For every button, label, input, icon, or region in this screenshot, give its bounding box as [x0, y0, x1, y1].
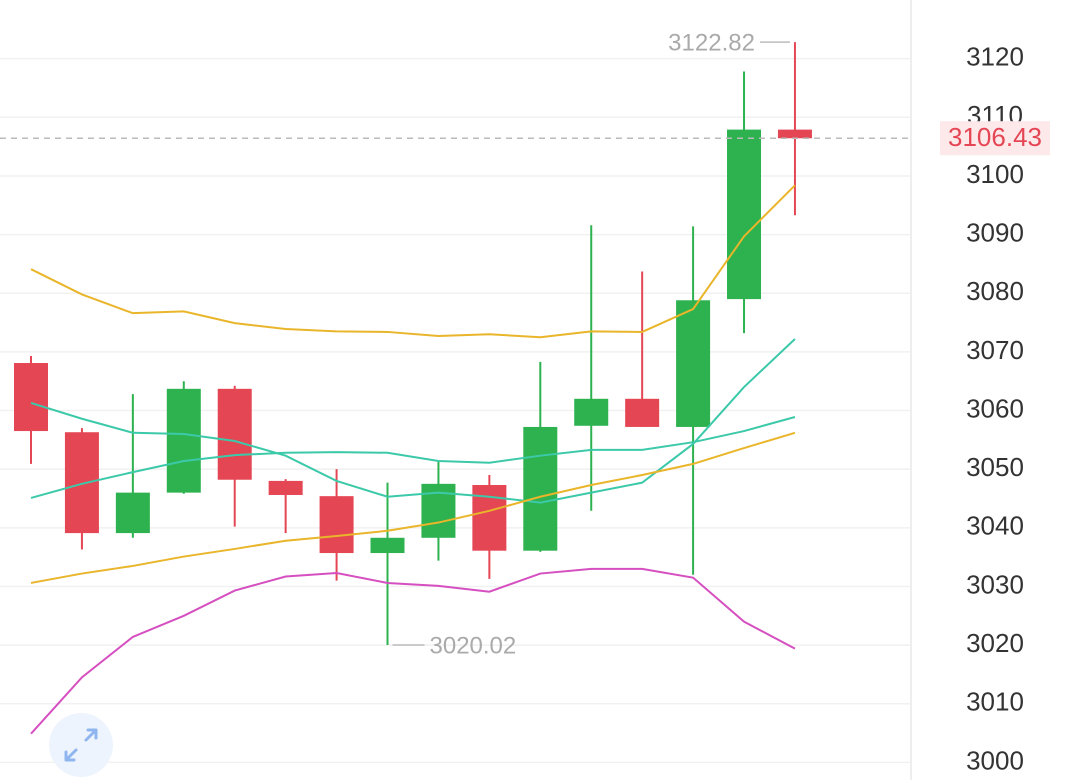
candle-body: [574, 398, 609, 426]
candle-body: [625, 398, 660, 427]
candle-body: [14, 363, 48, 432]
indicator-line: [30, 184, 796, 339]
candle-body: [777, 129, 812, 139]
y-tick-label: 3040: [966, 511, 1024, 541]
candle-body: [268, 480, 303, 495]
candle-body: [166, 388, 201, 493]
expand-icon: [64, 728, 98, 762]
candle-body: [64, 432, 99, 534]
candle-body: [115, 492, 150, 534]
y-tick-label: 3080: [966, 276, 1024, 306]
candle-body: [727, 129, 762, 300]
candle-body: [676, 300, 711, 427]
candle-body: [370, 537, 405, 554]
indicator-line: [30, 431, 796, 584]
candle-body: [319, 496, 354, 554]
y-tick-label: 3060: [966, 393, 1024, 423]
y-tick-label: 3020: [966, 628, 1024, 658]
expand-button[interactable]: [49, 713, 113, 777]
y-tick-label: 3030: [966, 569, 1024, 599]
y-tick-label: 3100: [966, 159, 1024, 189]
y-tick-label: 3090: [966, 217, 1024, 247]
y-tick-label: 3010: [966, 687, 1024, 717]
low-label: 3020.02: [430, 632, 517, 659]
indicator-line: [30, 416, 796, 499]
indicator-line: [30, 338, 796, 504]
expand-bg: [49, 713, 113, 777]
high-label: 3122.82: [668, 29, 755, 56]
indicator-line: [30, 567, 796, 735]
candle-body: [523, 426, 558, 551]
y-tick-label: 3070: [966, 335, 1024, 365]
y-tick-label: 3000: [966, 745, 1024, 775]
y-tick-label: 3050: [966, 452, 1024, 482]
y-tick-label: 3120: [966, 42, 1024, 72]
last-price-box: [940, 121, 1050, 156]
last-price-label: 3106.43: [948, 122, 1042, 152]
candle-body: [217, 388, 252, 480]
